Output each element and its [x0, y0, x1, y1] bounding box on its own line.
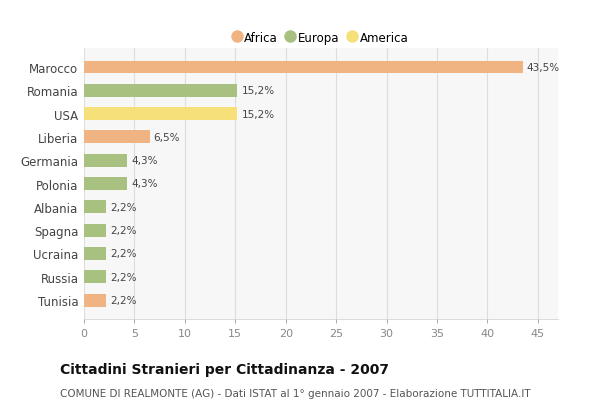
- Bar: [84, 131, 149, 144]
- Text: 2,2%: 2,2%: [110, 249, 137, 259]
- Legend: Africa, Europa, America: Africa, Europa, America: [230, 28, 412, 48]
- Bar: [84, 224, 106, 237]
- Text: 6,5%: 6,5%: [154, 133, 180, 142]
- Bar: [84, 61, 523, 74]
- Text: COMUNE DI REALMONTE (AG) - Dati ISTAT al 1° gennaio 2007 - Elaborazione TUTTITAL: COMUNE DI REALMONTE (AG) - Dati ISTAT al…: [60, 389, 530, 398]
- Text: 2,2%: 2,2%: [110, 226, 137, 236]
- Bar: [84, 178, 127, 191]
- Bar: [84, 271, 106, 283]
- Bar: [84, 201, 106, 214]
- Bar: [84, 154, 127, 167]
- Bar: [84, 294, 106, 307]
- Bar: [84, 247, 106, 260]
- Text: Cittadini Stranieri per Cittadinanza - 2007: Cittadini Stranieri per Cittadinanza - 2…: [60, 362, 389, 376]
- Text: 15,2%: 15,2%: [241, 86, 274, 96]
- Text: 2,2%: 2,2%: [110, 295, 137, 306]
- Text: 2,2%: 2,2%: [110, 272, 137, 282]
- Bar: [84, 108, 237, 121]
- Text: 43,5%: 43,5%: [527, 63, 560, 73]
- Text: 4,3%: 4,3%: [131, 179, 158, 189]
- Text: 4,3%: 4,3%: [131, 156, 158, 166]
- Bar: [84, 85, 237, 97]
- Text: 2,2%: 2,2%: [110, 202, 137, 212]
- Text: 15,2%: 15,2%: [241, 109, 274, 119]
